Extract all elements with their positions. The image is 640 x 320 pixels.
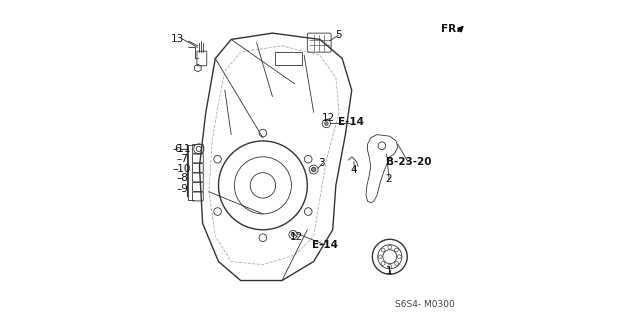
Text: –11: –11: [173, 144, 191, 154]
Text: 5: 5: [335, 30, 342, 40]
Circle shape: [312, 167, 316, 172]
Text: 6: 6: [174, 144, 180, 154]
Text: 2: 2: [385, 174, 392, 184]
Text: 13: 13: [171, 34, 184, 44]
Text: –8: –8: [176, 173, 188, 183]
Text: –9: –9: [176, 184, 188, 194]
Text: –10: –10: [173, 164, 191, 174]
Circle shape: [291, 233, 295, 236]
Text: E-14: E-14: [312, 240, 338, 250]
Circle shape: [324, 122, 328, 125]
Text: 12: 12: [290, 232, 303, 242]
Text: B-23-20: B-23-20: [386, 156, 431, 167]
Text: S6S4- M0300: S6S4- M0300: [395, 300, 454, 309]
Text: E-14: E-14: [338, 117, 364, 127]
Text: FR.: FR.: [441, 24, 460, 34]
Text: –7: –7: [176, 154, 188, 164]
Text: 4: 4: [350, 164, 357, 174]
Text: 1: 1: [386, 266, 392, 276]
Text: 12: 12: [323, 113, 335, 123]
Text: 3: 3: [319, 157, 325, 168]
